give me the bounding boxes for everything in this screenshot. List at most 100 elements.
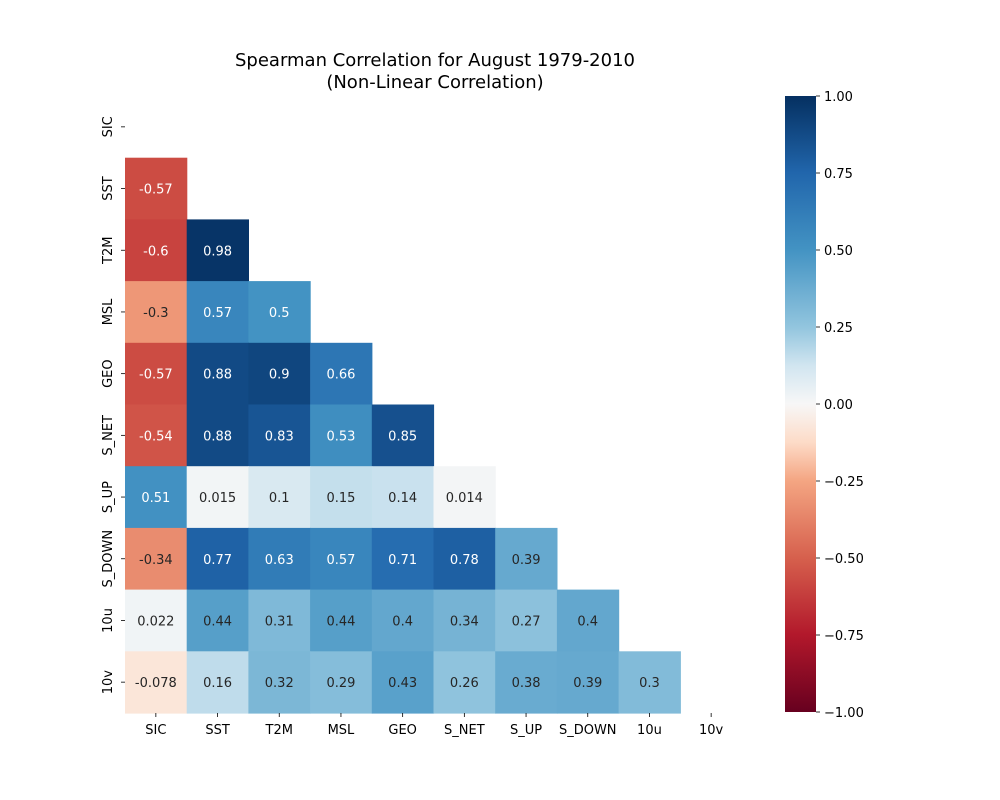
heatmap-cell — [125, 527, 188, 591]
cell-value-label: 0.9 — [269, 368, 290, 383]
x-tick-label: 10u — [637, 723, 662, 738]
colorbar-tick-label: −0.75 — [824, 629, 864, 644]
heatmap-cell — [125, 219, 188, 282]
heatmap-cell — [248, 651, 311, 714]
cell-value-label: -0.57 — [139, 368, 173, 383]
cell-value-label: 0.63 — [265, 553, 294, 568]
heatmap-cell — [186, 404, 249, 467]
heatmap-cell — [310, 404, 373, 467]
cell-value-label: 0.29 — [326, 676, 355, 691]
cell-value-label: 0.14 — [388, 491, 417, 506]
heatmap-cell — [125, 281, 188, 344]
x-tick-label: S_UP — [510, 723, 542, 738]
cell-value-label: 0.71 — [388, 553, 417, 568]
cell-value-label: 0.66 — [326, 368, 355, 383]
heatmap-cell — [371, 404, 435, 467]
heatmap-cell — [310, 466, 373, 529]
cell-value-label: 0.4 — [577, 614, 598, 629]
heatmap-annotations: -0.57 -0.6 0.98 -0.3 0.57 0.5 -0.57 0.88 0.9 0.66… — [135, 183, 660, 692]
cell-value-label: 0.31 — [265, 614, 294, 629]
cell-value-label: 0.38 — [512, 676, 541, 691]
heatmap-cell — [371, 651, 435, 714]
cell-value-label: -0.57 — [139, 183, 173, 198]
y-tick-label: S_DOWN — [101, 530, 116, 588]
heatmap-cell — [125, 466, 188, 529]
heatmap-cell — [125, 404, 188, 467]
x-axis: SIC SST T2M MSL GEO S_NET S_UP S_DOWN 10u 10v — [145, 713, 724, 738]
cell-value-label: 0.57 — [203, 306, 232, 321]
cell-value-label: -0.54 — [139, 429, 173, 444]
cell-value-label: 0.98 — [203, 244, 232, 259]
y-tick-label: SIC — [101, 116, 116, 137]
cell-value-label: 0.53 — [326, 429, 355, 444]
heatmap-cell — [310, 527, 373, 591]
y-tick-label: 10v — [101, 670, 116, 695]
y-tick-label: SST — [101, 176, 116, 201]
cell-value-label: 0.3 — [639, 676, 660, 691]
cell-value-label: 0.34 — [450, 614, 479, 629]
heatmap-cell — [186, 589, 249, 652]
heatmap-cell — [310, 651, 373, 714]
heatmap-cell — [556, 589, 620, 652]
heatmap-cell — [310, 589, 373, 652]
heatmap-cell — [125, 589, 188, 652]
colorbar-tick-label: 0.75 — [824, 167, 853, 182]
cell-value-label: 0.022 — [137, 614, 174, 629]
heatmap-cell — [556, 651, 620, 714]
colorbar-tick-label: −0.50 — [824, 552, 864, 567]
cell-value-label: 0.4 — [392, 614, 413, 629]
cell-value-label: -0.6 — [143, 244, 168, 259]
heatmap-cell — [125, 157, 188, 220]
cell-value-label: 0.27 — [512, 614, 541, 629]
cell-value-label: 0.83 — [265, 429, 294, 444]
cell-value-label: 0.39 — [573, 676, 602, 691]
colorbar-tick-label: −0.25 — [824, 475, 864, 490]
heatmap-cell — [248, 527, 311, 591]
cell-value-label: 0.85 — [388, 429, 417, 444]
x-tick-label: SIC — [145, 723, 166, 738]
heatmap-cell — [433, 527, 496, 591]
heatmap-cell — [371, 527, 435, 591]
heatmap-cell — [310, 342, 373, 406]
heatmap-cell — [248, 466, 311, 529]
colorbar-tick-label: 0.00 — [824, 398, 853, 413]
y-tick-label: 10u — [101, 608, 116, 633]
x-tick-label: SST — [205, 723, 230, 738]
cell-value-label: 0.5 — [269, 306, 290, 321]
heatmap-cell — [495, 651, 558, 714]
heatmap-cell — [248, 589, 311, 652]
cell-value-label: -0.3 — [143, 306, 168, 321]
cell-value-label: 0.1 — [269, 491, 290, 506]
cell-value-label: 0.16 — [203, 676, 232, 691]
x-tick-label: 10v — [699, 723, 724, 738]
cell-value-label: 0.26 — [450, 676, 479, 691]
heatmap-cell — [433, 466, 496, 529]
cell-value-label: 0.15 — [326, 491, 355, 506]
heatmap-cell — [186, 342, 249, 406]
y-axis: SIC SST T2M MSL GEO S_NET S_UP S_DOWN 10u 10v — [101, 116, 125, 694]
x-tick-label: S_DOWN — [559, 723, 617, 738]
heatmap-cell — [433, 651, 496, 714]
heatmap-cells — [125, 157, 681, 714]
y-tick-label: GEO — [101, 359, 116, 388]
chart-title: Spearman Correlation for August 1979-201… — [235, 50, 635, 71]
heatmap-cell — [186, 219, 249, 282]
heatmap-cell — [433, 589, 496, 652]
heatmap-cell — [248, 342, 311, 406]
heatmap-cell — [371, 589, 435, 652]
heatmap-cell — [186, 281, 249, 344]
cell-value-label: 0.39 — [512, 553, 541, 568]
cell-value-label: 0.51 — [141, 491, 170, 506]
heatmap-cell — [618, 651, 681, 714]
y-tick-label: S_UP — [101, 481, 116, 513]
x-tick-label: MSL — [328, 723, 355, 738]
cell-value-label: 0.44 — [326, 614, 355, 629]
x-tick-label: S_NET — [444, 723, 485, 738]
colorbar-tick-label: 0.25 — [824, 321, 853, 336]
cell-value-label: 0.77 — [203, 553, 232, 568]
colorbar-axis: 1.00 0.75 0.50 0.25 0.00 −0.25 −0.50 −0.75 −1.00 — [816, 90, 864, 721]
cell-value-label: 0.014 — [446, 491, 483, 506]
cell-value-label: 0.57 — [326, 553, 355, 568]
heatmap-cell — [125, 651, 188, 714]
heatmap-cell — [248, 281, 311, 344]
